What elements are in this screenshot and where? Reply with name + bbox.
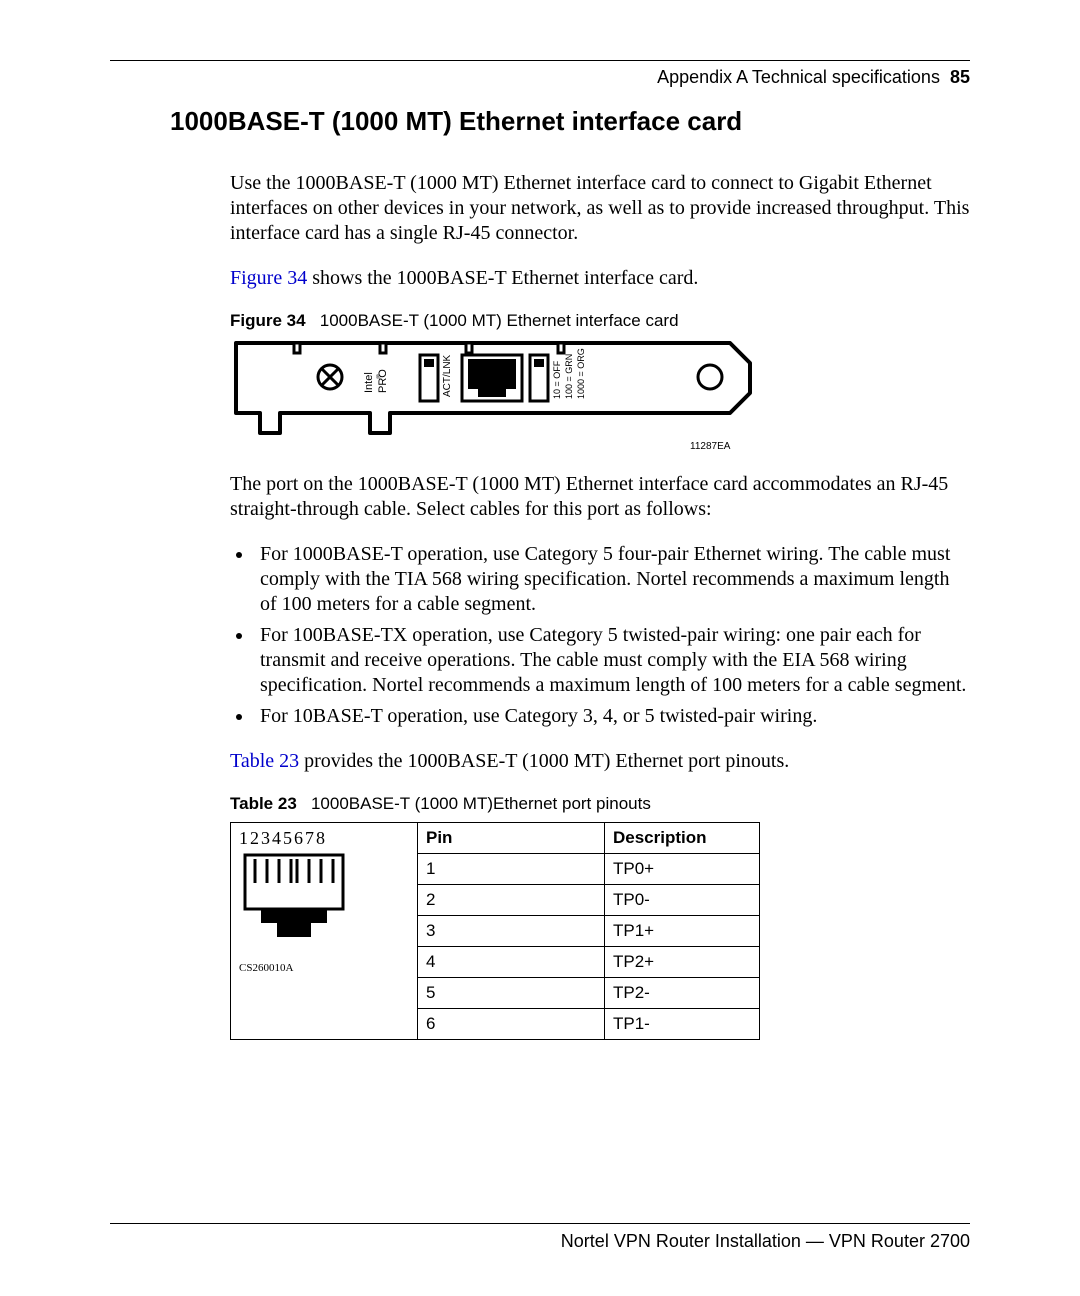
table-header-description: Description [605,823,760,854]
after-figure-paragraph: The port on the 1000BASE-T (1000 MT) Eth… [230,472,970,522]
cell-pin: 2 [418,885,605,916]
cell-pin: 5 [418,978,605,1009]
pinout-table: 12345678 CS260010A Pi [230,822,760,1040]
connector-pins-label: 12345678 [239,828,409,849]
cell-desc: TP1+ [605,916,760,947]
figure-reference-sentence: Figure 34 shows the 1000BASE-T Ethernet … [230,266,970,291]
table-reference-sentence: Table 23 provides the 1000BASE-T (1000 M… [230,749,970,774]
cell-desc: TP1- [605,1009,760,1040]
figure-sentence-rest: shows the 1000BASE-T Ethernet interface … [307,267,698,289]
figure-led2a: 10 = OFF [552,360,562,399]
body: Use the 1000BASE-T (1000 MT) Ethernet in… [230,171,970,1040]
bottom-rule [110,1223,970,1224]
cell-desc: TP2+ [605,947,760,978]
list-item: For 100BASE-TX operation, use Category 5… [254,623,970,698]
figure-label: Figure 34 [230,311,306,330]
cell-pin: 4 [418,947,605,978]
page: Appendix A Technical specifications 85 1… [0,0,1080,1296]
cell-pin: 3 [418,916,605,947]
table-label: Table 23 [230,794,297,813]
table-sentence-rest: provides the 1000BASE-T (1000 MT) Ethern… [299,750,789,772]
figure-link[interactable]: Figure 34 [230,267,307,289]
page-header: Appendix A Technical specifications 85 [110,67,970,88]
figure-caption: Figure 34 1000BASE-T (1000 MT) Ethernet … [230,311,970,331]
top-rule [110,60,970,61]
cell-desc: TP2- [605,978,760,1009]
intro-paragraph: Use the 1000BASE-T (1000 MT) Ethernet in… [230,171,970,246]
figure-code: 11287EA [690,441,731,452]
bullet-list: For 1000BASE-T operation, use Category 5… [230,542,970,729]
header-text: Appendix A Technical specifications [657,67,940,87]
cell-desc: TP0- [605,885,760,916]
list-item: For 10BASE-T operation, use Category 3, … [254,704,970,729]
header-page-number: 85 [950,67,970,87]
rj45-icon [239,851,349,947]
connector-cell: 12345678 CS260010A [231,823,418,1040]
figure-brand2: PRO [377,369,389,393]
figure-caption-text: 1000BASE-T (1000 MT) Ethernet interface … [320,311,679,330]
figure-led2c: 1000 = ORG [576,348,586,399]
table-caption-text: 1000BASE-T (1000 MT)Ethernet port pinout… [311,794,651,813]
cell-desc: TP0+ [605,854,760,885]
figure-led1: ACT/LNK [442,354,453,397]
figure-diagram: Intel ® PRO ACT/LNK 10 = OFF 100 = GRN 1… [230,337,970,462]
table-header-pin: Pin [418,823,605,854]
list-item: For 1000BASE-T operation, use Category 5… [254,542,970,617]
table-header-row: 12345678 CS260010A Pi [231,823,760,854]
figure-led2b: 100 = GRN [564,354,574,399]
connector-code: CS260010A [239,962,409,974]
cell-pin: 1 [418,854,605,885]
table-caption: Table 23 1000BASE-T (1000 MT)Ethernet po… [230,794,970,814]
figure-brand1: Intel [363,372,375,393]
page-footer: Nortel VPN Router Installation — VPN Rou… [561,1231,970,1252]
cell-pin: 6 [418,1009,605,1040]
table-link[interactable]: Table 23 [230,750,299,772]
section-title: 1000BASE-T (1000 MT) Ethernet interface … [170,106,970,137]
